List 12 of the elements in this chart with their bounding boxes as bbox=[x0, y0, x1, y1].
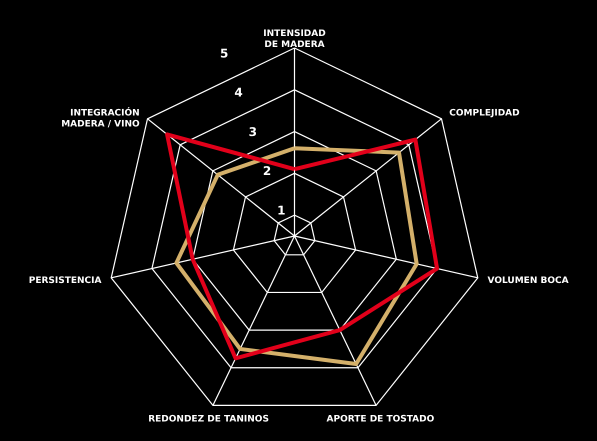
spoke-label: APORTE DE TOSTADO bbox=[326, 414, 435, 424]
y-tick-label: 3 bbox=[248, 124, 257, 139]
spoke-label: INTENSIDAD DE MADERA bbox=[263, 29, 326, 50]
y-tick-label: 4 bbox=[234, 86, 243, 100]
y-tick-label: 2 bbox=[262, 164, 272, 178]
spoke-label: VOLUMEN BOCA bbox=[488, 276, 569, 286]
spoke-label: REDONDEZ DE TANINOS bbox=[148, 414, 269, 424]
spoke-label: INTEGRACIÓN MADERA / VINO bbox=[61, 106, 140, 130]
spoke-label: COMPLEJIDAD bbox=[449, 108, 520, 119]
y-tick-label: 1 bbox=[277, 203, 286, 218]
spoke-label: PERSISTENCIA bbox=[28, 276, 102, 286]
y-tick-label: 5 bbox=[220, 46, 228, 60]
